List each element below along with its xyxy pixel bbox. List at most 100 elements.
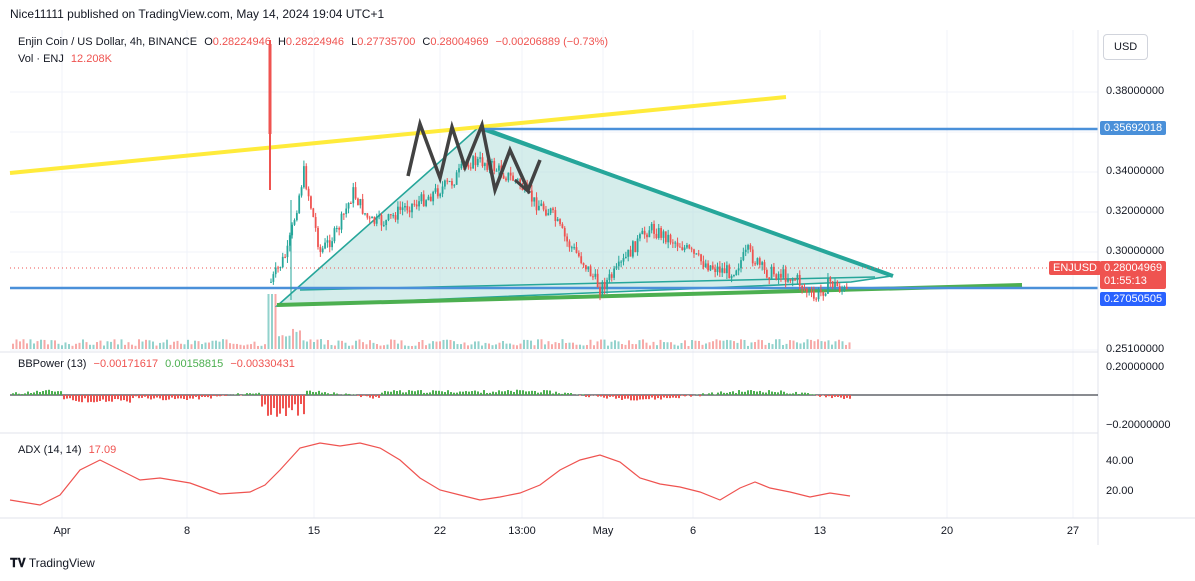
volume-bar — [537, 339, 539, 349]
volume-bar — [222, 339, 224, 349]
candle-body — [401, 207, 404, 210]
candle-body — [679, 246, 681, 248]
bbpower-bar — [651, 395, 653, 398]
bbpower-bar — [699, 395, 701, 397]
bbpower-bar — [738, 390, 740, 395]
candle-body — [812, 291, 815, 299]
volume-bar — [390, 339, 392, 349]
candle-body — [312, 208, 315, 218]
volume-bar — [117, 344, 119, 349]
bbpower-bar — [522, 390, 524, 395]
volume-bar — [659, 339, 662, 349]
bbpower-bar — [426, 392, 428, 395]
candle-body — [686, 245, 688, 248]
volume-bar — [470, 344, 473, 349]
candle-body — [834, 281, 836, 288]
volume-bar — [253, 341, 256, 349]
bbpower-bar — [303, 395, 305, 415]
volume-bar — [502, 341, 504, 349]
candle-body — [801, 285, 803, 289]
candle-body — [653, 223, 655, 234]
bbpower-bar — [621, 395, 623, 400]
bbpower-bar — [813, 394, 815, 395]
bbpower-bar — [408, 390, 410, 395]
bbpower-bar — [468, 391, 470, 395]
tradingview-brand[interactable]: 𝐓𝐕 TradingView — [10, 556, 95, 571]
candle-body — [768, 277, 771, 280]
volume-bar — [656, 345, 658, 349]
candle-body — [498, 165, 500, 171]
volume-bar — [376, 344, 378, 349]
bbpower-label: BBPower (13) — [18, 358, 87, 370]
candle-body — [340, 213, 343, 230]
bbpower-bar — [759, 390, 761, 395]
currency-button[interactable]: USD — [1103, 34, 1149, 60]
volume-bar — [561, 339, 564, 349]
volume-bar — [316, 339, 319, 349]
bbpower-bar — [459, 391, 461, 395]
volume-bar — [295, 331, 298, 349]
bbpower-bar — [558, 393, 560, 395]
volume-bar — [698, 340, 700, 349]
bbpower-bar — [126, 395, 128, 402]
candle-body — [695, 253, 698, 255]
candle-body — [432, 191, 435, 202]
bbpower-bar — [819, 395, 821, 397]
volume-bar — [82, 339, 84, 349]
bbpower-bar — [183, 395, 185, 399]
volume-bar — [344, 342, 347, 349]
volume-bar — [743, 339, 746, 349]
volume-bar — [250, 344, 252, 349]
bbpower-bar — [642, 395, 644, 400]
low-value: 0.27735700 — [357, 36, 416, 48]
time-tick-label: 15 — [307, 525, 321, 537]
time-tick-label: 6 — [689, 525, 697, 537]
candle-body — [509, 172, 512, 176]
bbpower-value-3: −0.00330431 — [230, 358, 295, 370]
bbpower-bar — [774, 392, 776, 395]
bbpower-bar — [114, 395, 116, 400]
bbpower-bar — [63, 395, 65, 400]
candle-body — [359, 199, 362, 206]
bbpower-bar — [330, 394, 332, 395]
candle-body — [373, 216, 376, 224]
candle-body — [413, 203, 416, 205]
volume-bar — [113, 339, 116, 349]
volume-bar — [236, 343, 238, 349]
candle-body — [824, 293, 827, 296]
bbpower-bar — [453, 392, 455, 395]
bbpower-bar — [411, 390, 413, 395]
candle-body — [726, 265, 728, 274]
volume-bar — [460, 344, 462, 349]
volume-bar — [369, 340, 371, 349]
volume-bar — [827, 340, 830, 349]
candle-body — [303, 166, 305, 188]
bbpower-bar — [24, 393, 26, 395]
candle-body — [505, 178, 507, 181]
candle-body — [808, 291, 811, 293]
bbpower-bar — [462, 391, 464, 395]
volume-bar — [600, 339, 602, 349]
candle-body — [791, 279, 794, 281]
bbpower-bar — [441, 391, 443, 395]
candle-body — [335, 228, 338, 230]
bbpower-bar — [258, 392, 260, 395]
candle-body — [643, 230, 646, 235]
bbpower-bar — [528, 391, 530, 395]
bbpower-bar — [432, 390, 434, 395]
volume-label: Vol · ENJ — [18, 53, 64, 65]
candle-body — [295, 213, 298, 221]
candle-body — [502, 175, 505, 179]
volume-bar — [768, 342, 770, 349]
bbpower-bar — [159, 395, 161, 399]
volume-bar — [691, 340, 693, 349]
bbpower-bar — [105, 395, 107, 402]
bbpower-bar — [519, 390, 521, 395]
bbpower-bar — [570, 393, 572, 395]
volume-bar — [449, 339, 452, 349]
volume-bar — [544, 344, 546, 349]
volume-bar — [649, 345, 651, 349]
bbpower-bar — [42, 391, 44, 395]
bbpower-bar — [567, 393, 569, 395]
